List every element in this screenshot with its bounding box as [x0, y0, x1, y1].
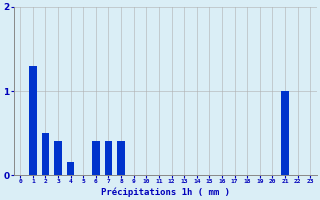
Bar: [105, 141, 112, 175]
Bar: [117, 141, 125, 175]
Bar: [281, 91, 289, 175]
Bar: [54, 141, 62, 175]
Bar: [42, 133, 49, 175]
X-axis label: Précipitations 1h ( mm ): Précipitations 1h ( mm ): [101, 187, 230, 197]
Bar: [92, 141, 100, 175]
Bar: [67, 162, 75, 175]
Bar: [29, 66, 36, 175]
